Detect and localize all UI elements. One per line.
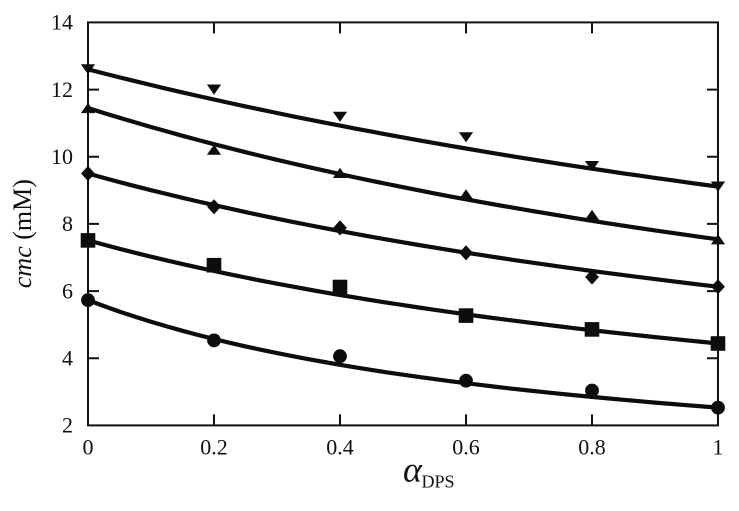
svg-text:2: 2 [62,413,73,438]
svg-text:14: 14 [51,10,73,35]
svg-text:0.2: 0.2 [200,435,228,460]
svg-text:0.6: 0.6 [452,435,480,460]
svg-text:cmc (mM): cmc (mM) [8,179,37,288]
svg-text:0: 0 [83,435,94,460]
svg-text:4: 4 [62,345,73,370]
svg-text:12: 12 [51,77,73,102]
svg-text:8: 8 [62,211,73,236]
svg-text:0.4: 0.4 [326,435,354,460]
svg-text:10: 10 [51,144,73,169]
svg-text:6: 6 [62,278,73,303]
svg-text:α: α [403,450,423,490]
svg-text:1: 1 [713,435,724,460]
svg-text:DPS: DPS [422,472,455,492]
svg-text:0.8: 0.8 [578,435,606,460]
